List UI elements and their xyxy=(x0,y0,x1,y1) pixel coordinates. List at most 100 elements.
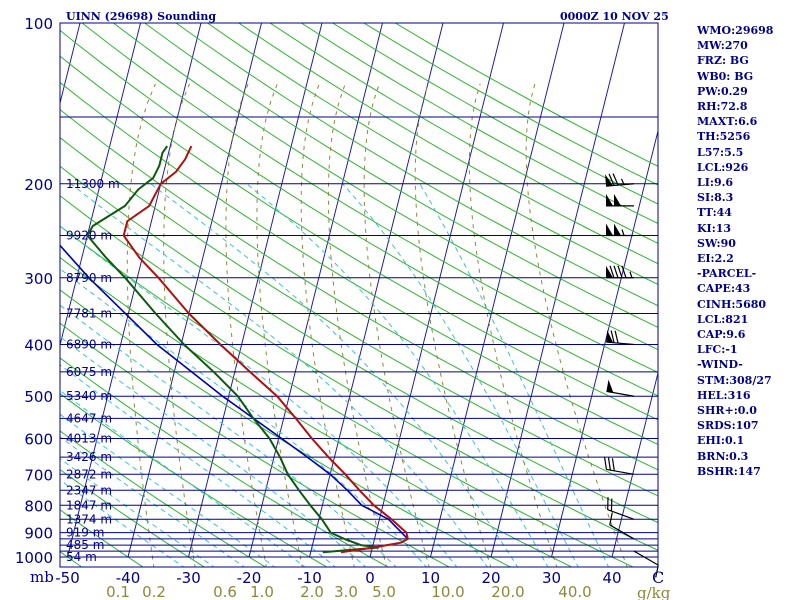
temperature-tick-label: 30 xyxy=(542,569,561,587)
mixing-ratio-label: 1.0 xyxy=(250,583,274,600)
mixing-ratio-line xyxy=(414,83,492,567)
height-label: 4013 m xyxy=(66,432,112,446)
moist-adiabat-line xyxy=(60,364,337,567)
mixing-ratio-line xyxy=(225,83,267,567)
temperature-tick-label: 40 xyxy=(602,569,621,587)
mixing-ratio-line xyxy=(163,83,196,567)
index-line: WMO:29698 xyxy=(697,24,774,37)
isobar-lines xyxy=(60,22,658,558)
wind-barb xyxy=(606,223,634,237)
dry-adiabat-line xyxy=(60,55,658,421)
index-line: CINH:5680 xyxy=(697,297,767,311)
pressure-tick-label: 800 xyxy=(24,497,53,515)
mixing-ratio-label: 20.0 xyxy=(491,583,524,600)
dry-adiabat-line xyxy=(60,322,451,567)
dry-adiabat-line xyxy=(0,23,22,568)
pressure-tick-label: 400 xyxy=(24,337,53,355)
isotherm-line xyxy=(127,23,262,558)
dry-adiabat-line xyxy=(60,256,573,567)
isotherm-line xyxy=(188,23,323,558)
temperature-tick-label: -10 xyxy=(297,569,322,587)
mixing-ratio-label: 3.0 xyxy=(334,583,358,600)
temperature-tick-label: -50 xyxy=(55,569,80,587)
isotherm-line xyxy=(430,23,565,558)
isotherm-line xyxy=(309,23,444,558)
mixing-ratio-label: 0.2 xyxy=(142,583,166,600)
index-line: STM:308/27 xyxy=(697,373,772,387)
isotherm-line xyxy=(248,23,383,558)
index-line: LCL:926 xyxy=(697,160,749,174)
height-label: 6890 m xyxy=(66,338,112,352)
wind-barb xyxy=(609,512,635,540)
height-label: 2347 m xyxy=(66,483,112,497)
height-label: 6075 m xyxy=(66,365,112,379)
isotherm-line xyxy=(490,23,625,558)
pressure-tick-label: 100 xyxy=(24,15,53,33)
index-line: MAXT:6.6 xyxy=(697,115,758,129)
dry-adiabat-line xyxy=(238,23,658,265)
dry-adiabat-line xyxy=(60,393,328,567)
height-label: 1847 m xyxy=(66,498,112,512)
wind-barb xyxy=(605,173,635,187)
isotherm-line xyxy=(369,23,504,558)
pressure-tick-label: 1000 xyxy=(15,549,53,567)
moist-adiabat-line xyxy=(60,389,306,567)
pressure-tick-label: 900 xyxy=(24,525,53,543)
height-label: 54 m xyxy=(66,550,97,564)
height-label: 8790 m xyxy=(66,271,112,285)
index-line: PW:0.29 xyxy=(697,84,748,98)
dry-adiabat-line xyxy=(269,23,658,244)
dry-adiabat-line xyxy=(60,468,206,567)
moist-adiabat-line xyxy=(419,183,610,567)
index-line: CAP:9.6 xyxy=(697,328,746,342)
dry-adiabat-line xyxy=(60,289,512,567)
index-line: BSHR:147 xyxy=(697,464,761,478)
height-label: 11300 m xyxy=(66,177,120,191)
temperature-tick-label: -30 xyxy=(176,569,201,587)
pressure-tick-label: 300 xyxy=(24,270,53,288)
index-line: LI:9.6 xyxy=(697,176,734,190)
index-line: EHI:0.1 xyxy=(697,434,745,448)
isotherm-line xyxy=(60,23,141,348)
wind-barb xyxy=(606,330,635,346)
pressure-tick-label: 700 xyxy=(24,466,53,484)
height-label: 5340 m xyxy=(66,389,112,403)
dry-adiabat-line xyxy=(60,136,658,497)
height-label: 7781 m xyxy=(66,307,112,321)
sounding-time: 0000Z 10 NOV 25 xyxy=(560,10,669,23)
index-line: SRDS:107 xyxy=(697,419,759,433)
index-line: -PARCEL- xyxy=(697,267,757,281)
moist-adiabat-line xyxy=(60,304,397,567)
temperature-tick-label: 10 xyxy=(421,569,440,587)
temperature-tick-label: 20 xyxy=(481,569,500,587)
height-label: 4647 m xyxy=(66,411,112,425)
index-line: LCL:821 xyxy=(697,312,749,326)
temperature-tick-label: -40 xyxy=(116,569,141,587)
index-line: SW:90 xyxy=(697,236,736,250)
plot-frame xyxy=(59,22,659,568)
mixing-ratio-line xyxy=(327,83,388,567)
wind-barb xyxy=(607,497,635,520)
dry-adiabat-line xyxy=(60,195,658,551)
index-line: L57:5.5 xyxy=(697,145,744,159)
mixing-ratio-label: 40.0 xyxy=(558,583,591,600)
isotherm-line xyxy=(0,23,20,557)
temperature-trace xyxy=(122,145,409,554)
dewpoint-trace xyxy=(86,145,380,554)
moist-adiabat-line xyxy=(70,183,488,567)
index-line: FRZ: BG xyxy=(697,54,749,68)
moist-adiabat-line xyxy=(60,436,246,567)
height-label: 1374 m xyxy=(66,512,112,526)
isotherm-lines xyxy=(0,23,658,558)
index-line: WB0: BG xyxy=(697,69,754,83)
parcel-trace xyxy=(60,244,409,540)
moist-adiabat-line xyxy=(60,268,428,567)
index-line: LFC:-1 xyxy=(697,343,738,357)
mixing-ratio-label: 5.0 xyxy=(372,583,396,600)
wind-barb xyxy=(606,379,635,397)
dry-adiabat-line xyxy=(60,165,658,524)
moist-adiabat-lines xyxy=(60,183,610,567)
index-line: MW:270 xyxy=(697,39,748,53)
dry-adiabat-line xyxy=(175,23,658,307)
